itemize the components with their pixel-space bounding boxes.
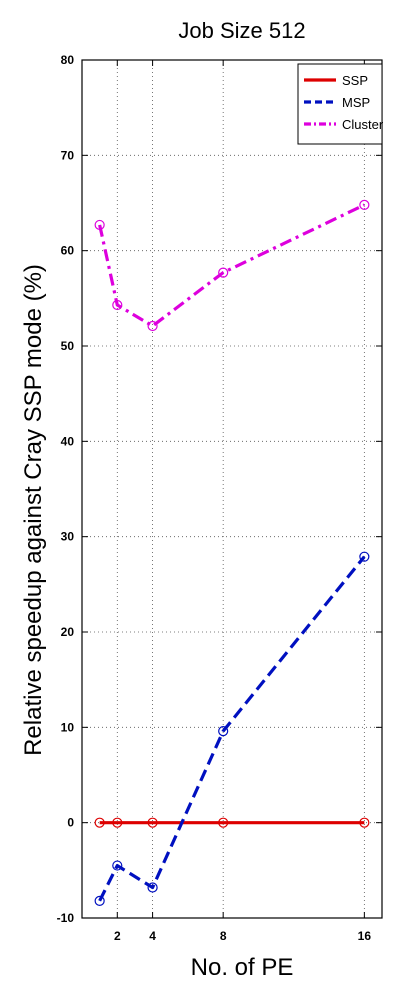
legend-label-ssp: SSP <box>342 73 368 88</box>
data-point-cluster <box>112 299 123 311</box>
series-line-msp <box>98 555 366 902</box>
data-point-cluster <box>359 199 370 211</box>
legend-box <box>297 63 383 145</box>
x-tick-label: 8 <box>220 929 227 943</box>
y-tick-label: 60 <box>61 244 75 258</box>
series-cluster <box>94 199 370 332</box>
data-point-msp <box>112 860 123 871</box>
data-point-msp <box>359 551 370 562</box>
data-point-cluster <box>218 267 229 278</box>
grid <box>82 59 382 919</box>
data-point-ssp <box>218 817 229 828</box>
y-axis-label: Relative speedup against Cray SSP mode (… <box>20 264 47 756</box>
tick-layer: 2 4 8 16 -10 0 10 20 30 40 50 60 70 80 <box>57 53 382 943</box>
x-axis-label: No. of PE <box>191 954 294 981</box>
y-tick-label: 70 <box>61 148 75 162</box>
data-point-ssp <box>94 817 105 828</box>
y-tick-label: 40 <box>61 434 75 448</box>
legend: SSP MSP Cluster <box>297 63 384 145</box>
legend-label-msp: MSP <box>342 95 370 110</box>
y-tick-label: 10 <box>61 720 75 734</box>
y-tick-label: 80 <box>61 53 75 67</box>
y-tick-label: -10 <box>57 911 75 925</box>
data-point-msp <box>147 882 158 893</box>
series-ssp <box>94 817 370 828</box>
data-point-ssp <box>359 817 370 828</box>
data-point-cluster <box>94 219 105 231</box>
data-point-msp <box>94 895 105 906</box>
x-tick-label: 2 <box>114 929 121 943</box>
x-tick-label: 4 <box>149 929 156 943</box>
plot-frame <box>81 59 383 919</box>
series-msp <box>94 551 370 906</box>
data-point-ssp <box>112 817 123 828</box>
legend-label-cluster: Cluster <box>342 117 384 132</box>
series-layer <box>94 199 370 906</box>
data-point-msp <box>218 726 229 737</box>
y-tick-label: 20 <box>61 625 75 639</box>
data-point-cluster <box>147 320 158 332</box>
y-tick-label: 0 <box>67 816 74 830</box>
y-tick-label: 50 <box>61 339 75 353</box>
x-tick-label: 16 <box>358 929 372 943</box>
y-tick-label: 30 <box>61 530 75 544</box>
chart-title: Job Size 512 <box>178 18 305 43</box>
series-line-cluster <box>98 203 366 328</box>
data-point-ssp <box>147 817 158 828</box>
